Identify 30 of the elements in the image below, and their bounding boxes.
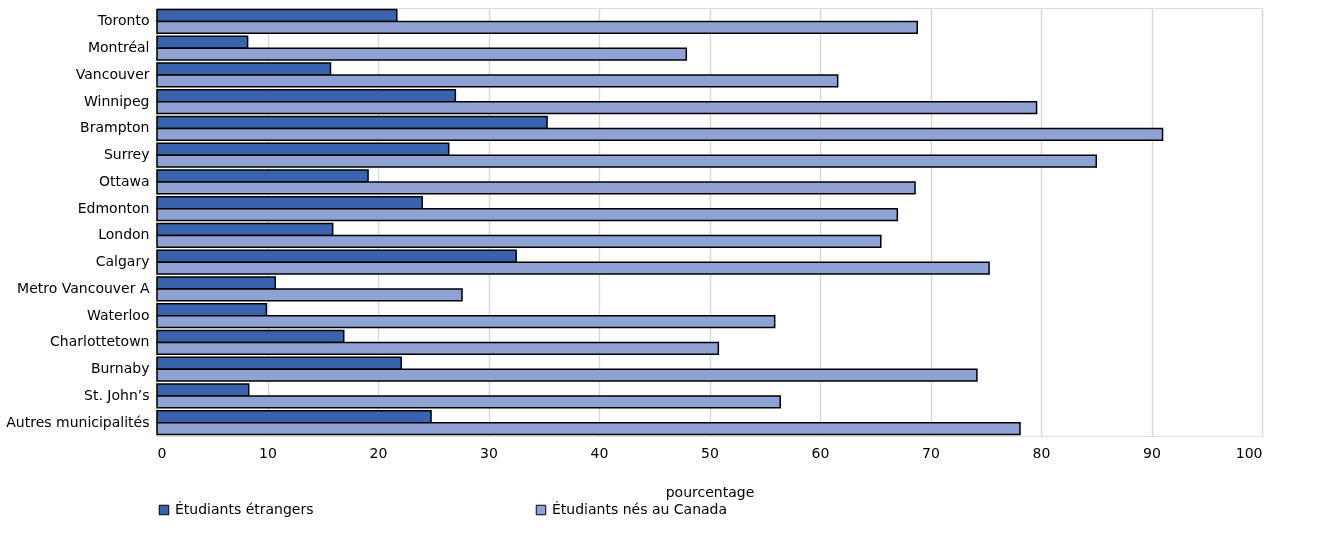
y-tick-label: Vancouver <box>75 65 150 82</box>
y-tick-label: Montréal <box>87 39 150 56</box>
x-tick-label: 10 <box>259 444 277 461</box>
y-tick-label: Ottawa <box>98 172 150 189</box>
x-tick-label: 40 <box>590 444 609 461</box>
x-tick-label: 60 <box>811 444 830 461</box>
x-tick-label: 100 <box>1235 444 1263 461</box>
x-axis-title: pourcentage <box>665 483 755 500</box>
x-tick-label: 0 <box>157 444 167 461</box>
y-tick-label: Brampton <box>80 119 150 136</box>
y-tick-label: Autres municipalités <box>6 413 150 430</box>
y-tick-label: Winnipeg <box>84 92 150 109</box>
y-tick-label: St. John’s <box>84 386 150 403</box>
x-tick-label: 50 <box>701 444 719 461</box>
y-tick-label: Edmonton <box>77 199 150 216</box>
y-tick-label: London <box>98 226 150 243</box>
y-tick-label: Calgary <box>95 253 150 270</box>
x-tick-label: 80 <box>1032 444 1051 461</box>
legend-label: Étudiants étrangers <box>175 501 314 517</box>
y-tick-label: Charlottetown <box>50 333 150 350</box>
y-tick-label: Surrey <box>103 146 150 163</box>
legend-label: Étudiants nés au Canada <box>552 501 728 517</box>
x-tick-label: 90 <box>1143 444 1161 461</box>
y-tick-label: Metro Vancouver A <box>17 279 150 296</box>
x-tick-label: 30 <box>480 444 498 461</box>
y-tick-label: Toronto <box>96 12 150 29</box>
x-tick-label: 70 <box>922 444 940 461</box>
y-tick-label: Waterloo <box>87 306 150 323</box>
x-tick-label: 20 <box>369 444 388 461</box>
y-tick-label: Burnaby <box>90 360 150 377</box>
